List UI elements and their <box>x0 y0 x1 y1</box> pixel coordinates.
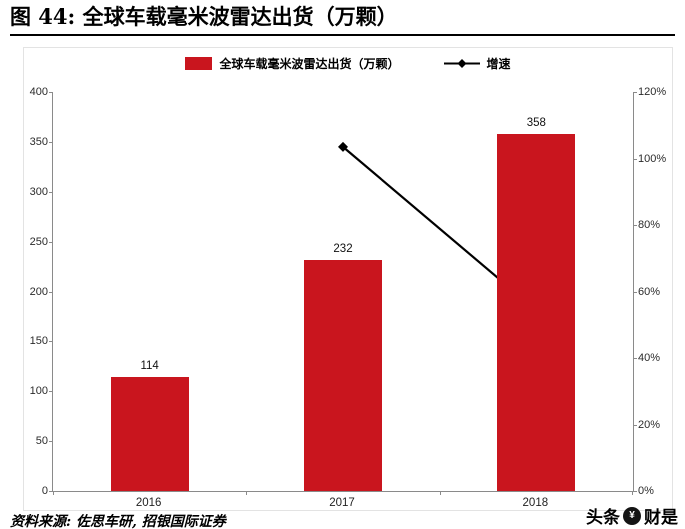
right-axis-tick-label: 40% <box>638 352 661 364</box>
right-axis-tick-label: 120% <box>638 86 667 98</box>
chart: 全球车载毫米波雷达出货（万颗） 增速 0 50 100 150 200 250 300 350… <box>23 47 673 511</box>
x-axis: 2016 2017 2018 <box>52 497 632 513</box>
left-axis-tick-mark <box>49 341 53 343</box>
figure-title: 图 44: 全球车载毫米波雷达出货（万颗） <box>10 4 398 29</box>
right-axis-tick-label: 80% <box>638 219 661 231</box>
watermark-suffix: 财是 <box>644 508 678 527</box>
bar-value-label: 358 <box>526 116 546 129</box>
left-axis-tick-label: 100 <box>29 385 48 398</box>
x-axis-label: 2016 <box>135 497 162 509</box>
left-axis-tick-mark <box>49 491 53 492</box>
plot-area: 114 232 358 <box>49 92 637 495</box>
left-axis-tick-label: 50 <box>35 435 48 448</box>
toutiao-watermark: 头条 财是 <box>586 503 678 528</box>
left-axis-tick-mark <box>49 92 53 93</box>
left-axis-tick-label: 350 <box>29 135 48 148</box>
bar-2017 <box>304 259 382 491</box>
right-axis-tick-mark <box>633 158 637 160</box>
legend-item-bar: 全球车载毫米波雷达出货（万颗） <box>185 55 400 72</box>
right-axis-tick-mark <box>633 225 637 226</box>
chart-legend: 全球车载毫米波雷达出货（万颗） 增速 <box>24 55 672 72</box>
x-axis-tick-mark <box>439 491 441 495</box>
right-axis-tick-mark <box>633 424 637 426</box>
left-axis-tick-label: 0 <box>41 485 48 497</box>
growth-marker <box>338 141 348 152</box>
right-axis-tick-mark <box>633 291 637 293</box>
x-axis-label: 2017 <box>329 497 355 509</box>
left-axis-tick-label: 400 <box>29 86 48 98</box>
bar-series-swatch <box>185 57 213 70</box>
bar-series-label: 全球车载毫米波雷达出货（万颗） <box>219 57 400 71</box>
x-axis-tick-mark <box>246 491 248 495</box>
right-axis-tick-label: 0% <box>638 485 654 497</box>
left-axis-tick-mark <box>49 441 53 443</box>
right-axis-tick-mark <box>633 358 637 359</box>
left-axis-tick-mark <box>49 141 53 143</box>
bar-value-label: 114 <box>140 360 159 373</box>
legend-item-line: 增速 <box>443 55 511 72</box>
left-axis-tick-label: 250 <box>29 235 48 248</box>
x-axis-label: 2018 <box>522 497 549 509</box>
right-axis-tick-mark <box>633 491 637 492</box>
bar-2016 <box>110 377 189 491</box>
left-axis-tick-label: 300 <box>29 185 48 198</box>
right-axis-tick-mark <box>633 92 637 93</box>
left-axis-tick-label: 150 <box>29 335 48 348</box>
x-axis-tick-mark <box>632 491 633 495</box>
left-axis-tick-mark <box>49 241 53 243</box>
right-axis-tick-label: 60% <box>638 285 661 298</box>
right-axis-tick-label: 100% <box>638 152 667 165</box>
left-axis-tick-label: 200 <box>29 285 48 298</box>
line-series-icon <box>443 58 480 69</box>
right-axis: 0% 20% 40% 60% 80% 100% 120% <box>638 86 672 497</box>
caishi-logo-icon <box>623 506 641 525</box>
bar-value-label: 232 <box>333 242 353 255</box>
right-axis-tick-label: 20% <box>638 418 661 431</box>
left-axis: 0 50 100 150 200 250 300 350 400 <box>24 86 48 497</box>
figure-header: 图 44: 全球车载毫米波雷达出货（万颗） <box>10 0 675 36</box>
x-axis-tick-mark <box>53 491 54 495</box>
left-axis-tick-mark <box>49 191 53 193</box>
left-axis-tick-mark <box>49 391 53 393</box>
source-note: 资料来源: 佐思车研, 招银国际证券 <box>10 514 226 529</box>
line-series-label: 增速 <box>486 57 511 71</box>
watermark-prefix: 头条 <box>586 508 620 527</box>
left-axis-tick-mark <box>49 291 53 293</box>
bar-2018 <box>497 133 576 491</box>
